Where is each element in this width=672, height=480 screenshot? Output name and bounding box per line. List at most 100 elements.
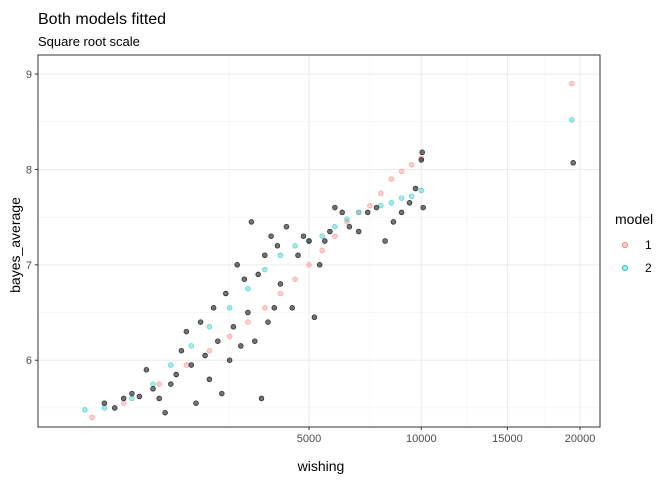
- observed-point: [295, 252, 301, 259]
- model-2-point: [262, 266, 268, 273]
- legend-label-model-2: 2: [645, 261, 652, 275]
- plot-background: [38, 55, 600, 427]
- model-1-point: [332, 233, 338, 239]
- observed-point: [271, 305, 278, 311]
- observed-point: [248, 219, 255, 225]
- observed-point: [306, 238, 312, 244]
- y-tick-label: 6: [26, 355, 32, 367]
- observed-point: [202, 352, 208, 359]
- model-1-point: [89, 414, 95, 421]
- observed-point: [230, 324, 237, 330]
- plot-panel: 5000 10000 15000 20000 6 7 8 9: [26, 54, 601, 445]
- observed-point: [316, 262, 323, 268]
- observed-point: [355, 228, 362, 235]
- model-2-point: [332, 223, 338, 230]
- plot-border: [37, 54, 601, 428]
- model-2-point: [569, 117, 575, 123]
- model-2-point: [206, 324, 213, 330]
- model-1-point: [378, 190, 384, 197]
- observed-point: [398, 209, 405, 216]
- chart-title: Both models fitted: [38, 11, 166, 28]
- model-2-point: [418, 187, 425, 194]
- observed-point: [346, 223, 353, 230]
- model-1-point: [569, 80, 575, 87]
- observed-point: [101, 400, 108, 406]
- model-1-point: [226, 333, 233, 340]
- model-1-point: [245, 319, 251, 325]
- model-1-point: [319, 247, 325, 254]
- model-1-point: [292, 276, 298, 282]
- observed-point: [364, 209, 371, 216]
- x-tick-label: 10000: [406, 433, 437, 445]
- model-1-point: [183, 362, 190, 368]
- observed-point: [252, 338, 258, 344]
- y-tick-label: 7: [26, 260, 32, 272]
- observed-point: [162, 409, 168, 416]
- observed-point: [136, 393, 143, 400]
- model-2-point: [226, 305, 233, 311]
- observed-point: [219, 390, 225, 397]
- observed-point: [300, 233, 307, 239]
- observed-point: [226, 357, 233, 363]
- observed-point: [215, 338, 221, 344]
- observed-point: [570, 160, 576, 166]
- model-1-point: [262, 305, 268, 311]
- observed-point: [332, 204, 338, 211]
- observed-point: [373, 204, 380, 211]
- observed-point: [210, 305, 217, 311]
- model-1-point: [156, 381, 162, 387]
- model-2-point: [150, 381, 156, 387]
- model-1-point: [398, 168, 405, 175]
- observed-point: [418, 157, 425, 163]
- observed-point: [120, 395, 127, 402]
- observed-point: [339, 209, 345, 216]
- observed-point: [168, 381, 174, 387]
- observed-point: [173, 371, 179, 378]
- legend-key-model-2: [622, 264, 629, 271]
- observed-point: [143, 367, 150, 373]
- observed-point: [241, 276, 248, 282]
- model-2-point: [188, 343, 195, 349]
- model-1-point: [206, 347, 213, 354]
- observed-point: [390, 219, 397, 225]
- model-1-point: [388, 176, 395, 182]
- observed-point: [268, 233, 274, 239]
- observed-point: [265, 319, 271, 325]
- chart-subtitle: Square root scale: [38, 34, 140, 49]
- model-2-point: [101, 405, 108, 411]
- model-2-point: [398, 195, 405, 201]
- observed-point: [412, 185, 419, 192]
- model-2-point: [319, 233, 325, 239]
- observed-point: [420, 204, 426, 211]
- observed-point: [255, 271, 261, 278]
- x-axis-title: wishing: [297, 458, 345, 474]
- observed-point: [277, 281, 284, 287]
- observed-point: [234, 262, 240, 268]
- legend-title: model: [615, 211, 653, 227]
- observed-point: [419, 149, 425, 156]
- model-2-point: [82, 407, 88, 413]
- observed-point: [206, 376, 213, 383]
- observed-point: [111, 405, 118, 411]
- x-tick-label: 5000: [297, 433, 321, 445]
- observed-point: [274, 243, 281, 249]
- model-1-point: [277, 290, 284, 297]
- x-tick-label: 15000: [492, 433, 523, 445]
- observed-point: [289, 305, 295, 311]
- y-tick-label: 8: [26, 164, 32, 176]
- legend: model 1 2: [615, 211, 653, 275]
- observed-point: [327, 228, 333, 235]
- observed-point: [150, 386, 156, 392]
- y-tick-label: 9: [26, 69, 32, 81]
- model-2-point: [355, 209, 362, 216]
- observed-point: [197, 319, 204, 325]
- observed-point: [258, 395, 265, 402]
- observed-point: [283, 223, 290, 230]
- model-1-point: [120, 400, 127, 406]
- x-tick-label: 20000: [565, 433, 596, 445]
- model-2-point: [168, 362, 174, 368]
- model-1-point: [344, 219, 350, 225]
- y-axis-title: bayes_average: [7, 197, 23, 293]
- observed-point: [178, 347, 185, 354]
